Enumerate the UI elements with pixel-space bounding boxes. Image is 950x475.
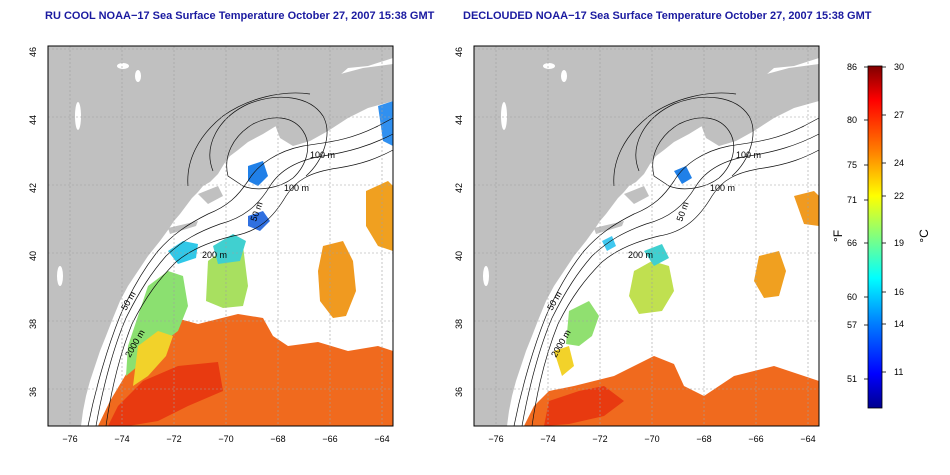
lat-tick: 38 — [28, 319, 38, 329]
lat-tick: 36 — [28, 387, 38, 397]
colorbar-gradient — [867, 65, 883, 409]
lat-tick: 44 — [454, 115, 464, 125]
c-tick: 27 — [894, 110, 904, 120]
f-tick: 51 — [847, 374, 857, 384]
c-tick: 22 — [894, 191, 904, 201]
right-panel-title: DECLOUDED NOAA−17 Sea Surface Temperatur… — [463, 10, 872, 22]
contour-label-100m-b: 100 m — [284, 183, 309, 193]
right-map-panel: 100 m 100 m 50 m 200 m 50 m 2000 m — [473, 45, 820, 427]
lat-tick: 46 — [454, 47, 464, 57]
c-tick: 30 — [894, 62, 904, 72]
f-tick: 86 — [847, 62, 857, 72]
contour-label-100m-a: 100 m — [310, 150, 335, 160]
c-tick: 11 — [894, 367, 903, 377]
celsius-label: °C — [917, 229, 931, 243]
f-tick: 80 — [847, 115, 857, 125]
right-lon-axis: −76 −74 −72 −70 −68 −66 −64 — [488, 434, 815, 444]
f-tick: 71 — [847, 195, 857, 205]
lat-tick: 44 — [28, 115, 38, 125]
lat-tick: 40 — [28, 251, 38, 261]
right-lat-axis: 36 38 40 42 44 46 — [454, 47, 464, 397]
lon-tick: −76 — [62, 434, 77, 444]
left-lon-axis: −76 −74 −72 −70 −68 −66 −64 — [62, 434, 389, 444]
lon-tick: −64 — [374, 434, 389, 444]
f-tick: 66 — [847, 238, 857, 248]
lon-tick: −70 — [218, 434, 233, 444]
lat-tick: 38 — [454, 319, 464, 329]
lon-tick: −66 — [748, 434, 763, 444]
temperature-colorbar: 86 80 75 71 66 60 57 51 30 27 24 22 19 1… — [831, 62, 931, 409]
celsius-ticks: 30 27 24 22 19 16 14 11 — [894, 62, 904, 377]
lon-tick: −68 — [696, 434, 711, 444]
c-tick: 24 — [894, 158, 904, 168]
f-tick: 75 — [847, 160, 857, 170]
lon-tick: −72 — [166, 434, 181, 444]
lon-tick: −74 — [540, 434, 555, 444]
fahrenheit-ticks: 86 80 75 71 66 60 57 51 — [847, 62, 857, 384]
lon-tick: −74 — [114, 434, 129, 444]
lon-tick: −70 — [644, 434, 659, 444]
lat-tick: 46 — [28, 47, 38, 57]
contour-label-100m-a: 100 m — [736, 150, 761, 160]
contour-label-200m: 200 m — [628, 250, 653, 260]
contour-label-100m-b: 100 m — [710, 183, 735, 193]
c-tick: 19 — [894, 238, 904, 248]
lon-tick: −64 — [800, 434, 815, 444]
c-tick: 16 — [894, 287, 904, 297]
colorbar-tick-marks — [864, 66, 886, 380]
lat-tick: 36 — [454, 387, 464, 397]
fahrenheit-label: °F — [831, 230, 845, 242]
lat-tick: 42 — [28, 183, 38, 193]
left-lat-axis: 36 38 40 42 44 46 — [28, 47, 38, 397]
lon-tick: −66 — [322, 434, 337, 444]
f-tick: 60 — [847, 292, 857, 302]
left-map-panel: 100 m 100 m 50 m 200 m 50 m 2000 m — [47, 45, 394, 427]
c-tick: 14 — [894, 319, 904, 329]
lon-tick: −72 — [592, 434, 607, 444]
lon-tick: −68 — [270, 434, 285, 444]
lat-tick: 40 — [454, 251, 464, 261]
f-tick: 57 — [847, 320, 857, 330]
contour-label-200m: 200 m — [202, 250, 227, 260]
lat-tick: 42 — [454, 183, 464, 193]
left-panel-title: RU COOL NOAA−17 Sea Surface Temperature … — [45, 10, 435, 22]
lon-tick: −76 — [488, 434, 503, 444]
